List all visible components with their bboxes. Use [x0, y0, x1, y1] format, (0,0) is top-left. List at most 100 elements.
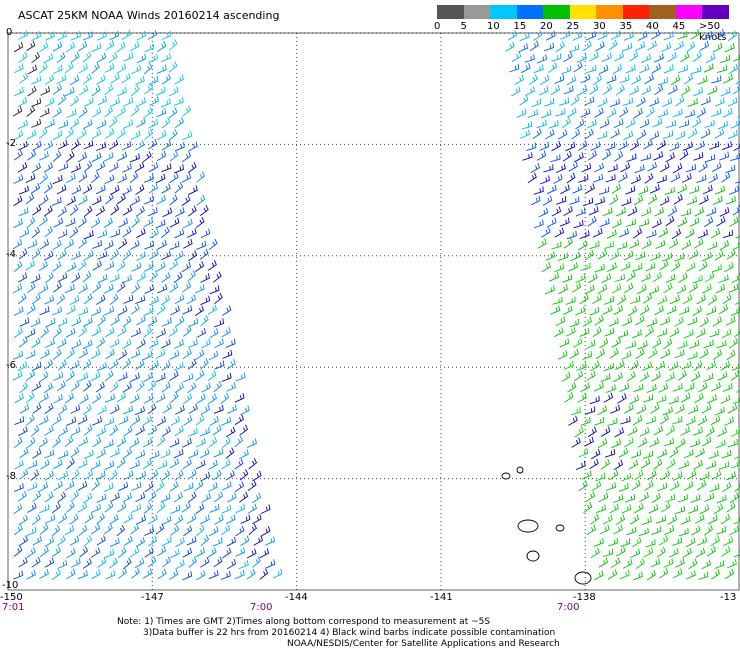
wind-barb	[654, 305, 664, 316]
wind-barb	[615, 360, 625, 371]
wind-barb	[561, 65, 572, 75]
wind-barb	[131, 481, 142, 491]
wind-barb	[677, 64, 688, 74]
wind-barb	[109, 30, 120, 41]
wind-barb	[586, 524, 596, 535]
wind-barb	[239, 424, 249, 436]
wind-barb	[670, 172, 681, 183]
wind-barb	[70, 404, 81, 414]
wind-barb	[44, 295, 55, 305]
wind-barb	[722, 229, 733, 239]
wind-barb	[92, 282, 102, 293]
wind-barb	[155, 481, 165, 492]
wind-barb	[686, 41, 696, 53]
wind-barb	[147, 425, 158, 436]
wind-barb	[44, 425, 54, 436]
wind-barb	[594, 107, 604, 118]
wind-barb	[665, 152, 675, 163]
wind-barb	[70, 446, 80, 458]
wind-barb	[157, 284, 168, 294]
wind-barb	[575, 273, 586, 283]
wind-barb	[665, 493, 676, 503]
wind-barb	[187, 358, 197, 370]
wind-barb	[43, 359, 53, 370]
wind-barb	[669, 327, 680, 338]
wind-barb	[642, 450, 654, 459]
wind-barb	[182, 458, 192, 470]
wind-barb	[183, 325, 192, 337]
wind-barb	[594, 417, 605, 426]
wind-barb	[78, 63, 88, 74]
wind-barb	[730, 152, 740, 162]
wind-barb	[692, 274, 703, 284]
wind-barb	[32, 535, 43, 546]
wind-barb	[626, 526, 637, 536]
wind-barb	[605, 482, 616, 491]
wind-barb	[674, 558, 685, 568]
wind-barb	[208, 570, 219, 580]
wind-barb	[135, 492, 146, 503]
wind-barb	[671, 228, 682, 240]
wind-barb	[144, 128, 153, 140]
wind-barb	[252, 470, 262, 482]
wind-barb	[699, 504, 710, 515]
legend-label-3: 15	[513, 21, 527, 32]
wind-barb	[70, 51, 80, 63]
wind-barb	[182, 547, 193, 558]
wind-barb	[699, 40, 710, 51]
wind-barb	[214, 338, 224, 349]
wind-barb	[143, 393, 154, 404]
wind-barb	[593, 570, 604, 581]
wind-barb	[182, 571, 193, 581]
wind-barb	[524, 54, 535, 63]
wind-barb	[657, 295, 668, 305]
wind-barb	[639, 304, 650, 316]
wind-barb	[83, 535, 93, 547]
wind-barb	[609, 348, 619, 359]
wind-barb	[51, 569, 61, 580]
wind-barb	[104, 306, 115, 316]
wind-barb	[123, 52, 134, 62]
wind-barb	[648, 285, 659, 295]
wind-barb	[84, 250, 94, 261]
wind-barb	[587, 150, 597, 161]
wind-barb	[169, 241, 180, 251]
wind-barb	[646, 318, 657, 327]
wind-barb	[572, 31, 583, 41]
wind-barb	[135, 359, 145, 370]
wind-barb	[144, 284, 155, 295]
wind-barb	[712, 42, 723, 53]
wind-barb	[168, 326, 178, 337]
wind-barb	[121, 141, 132, 151]
wind-barb	[595, 348, 605, 360]
wind-barb	[598, 557, 609, 568]
wind-barb	[567, 382, 577, 393]
wind-barb	[69, 95, 79, 107]
wind-barb	[625, 64, 636, 74]
wind-barb	[200, 273, 211, 283]
wind-barb	[569, 318, 580, 328]
wind-barb	[717, 120, 728, 130]
wind-barb	[130, 84, 140, 97]
wind-barb	[665, 425, 675, 436]
wind-barb	[83, 316, 93, 327]
wind-barb	[40, 326, 49, 338]
wind-barb	[688, 405, 699, 415]
wind-barb	[648, 348, 658, 359]
wind-barb	[598, 64, 609, 75]
wind-barb	[703, 339, 714, 349]
wind-barb	[91, 42, 102, 53]
wind-barb	[66, 109, 77, 118]
wind-barb	[14, 459, 24, 470]
wind-barb	[78, 106, 88, 118]
wind-barb	[511, 51, 522, 62]
wind-barb	[554, 263, 565, 273]
wind-barb	[540, 74, 550, 85]
wind-barb	[14, 86, 24, 97]
wind-barb	[603, 392, 614, 403]
wind-barb	[122, 492, 132, 503]
wind-barb	[195, 369, 205, 381]
wind-barb	[260, 504, 271, 514]
wind-barb	[168, 39, 178, 51]
